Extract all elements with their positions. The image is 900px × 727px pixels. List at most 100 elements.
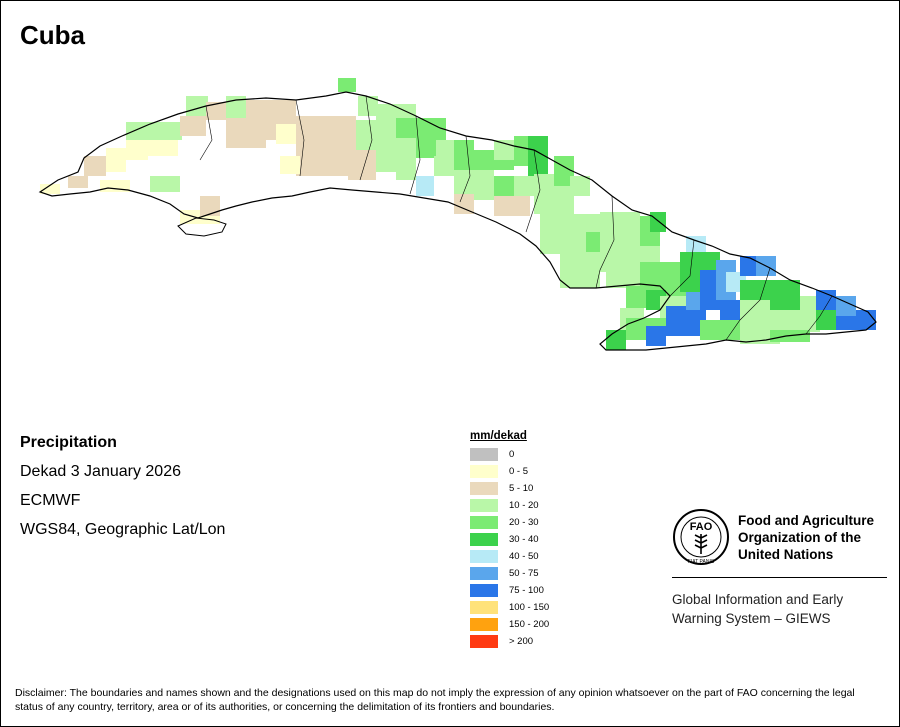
precipitation-cell	[606, 268, 646, 288]
legend-item: 150 - 200	[470, 616, 549, 633]
precipitation-cell	[434, 156, 454, 176]
precipitation-cell	[740, 280, 770, 300]
precipitation-cell	[40, 184, 60, 194]
legend-label: 40 - 50	[509, 551, 539, 562]
precipitation-map	[38, 78, 877, 351]
precipitation-cell	[454, 140, 474, 170]
precipitation-cell	[528, 136, 548, 176]
legend-label: 150 - 200	[509, 619, 550, 630]
legend-label: 0 - 5	[509, 466, 529, 477]
precipitation-cell	[570, 176, 590, 196]
precipitation-cell	[494, 196, 530, 216]
legend-swatch	[470, 601, 498, 614]
period-label: Dekad 3 January 2026	[20, 463, 181, 480]
precipitation-cell	[626, 286, 646, 308]
precipitation-cell	[686, 236, 706, 256]
precipitation-cell	[396, 118, 416, 138]
legend-swatch	[470, 499, 498, 512]
legend-swatch	[470, 448, 498, 461]
legend-swatch	[470, 618, 498, 631]
precipitation-cell	[296, 116, 356, 176]
precipitation-cell	[280, 156, 300, 174]
legend-swatch	[470, 465, 498, 478]
legend-label: 75 - 100	[509, 585, 544, 596]
legend-swatch	[470, 584, 498, 597]
legend-item: 40 - 50	[470, 548, 549, 565]
precipitation-cell	[646, 326, 666, 346]
legend-item: 30 - 40	[470, 531, 549, 548]
precipitation-cell	[276, 124, 296, 144]
legend-swatch	[470, 635, 498, 648]
legend-item: 0 - 5	[470, 463, 549, 480]
precipitation-cell	[566, 230, 586, 250]
disclaimer: Disclaimer: The boundaries and names sho…	[15, 687, 855, 713]
legend-label: 0	[509, 449, 515, 460]
legend-swatch	[470, 516, 498, 529]
precipitation-cell	[150, 176, 180, 192]
precipitation-cell	[740, 300, 770, 330]
legend-label: 100 - 150	[509, 602, 550, 613]
precipitation-cell	[180, 116, 206, 136]
legend-swatch	[470, 550, 498, 563]
legend-item: > 200	[470, 633, 549, 650]
precipitation-cell	[206, 102, 226, 120]
precipitation-cell	[770, 280, 800, 310]
precipitation-grid	[40, 78, 876, 350]
cuba-coastline	[38, 91, 877, 351]
precipitation-cell	[396, 150, 416, 180]
precipitation-cell	[338, 78, 356, 92]
legend-label: 10 - 20	[509, 500, 539, 511]
variable-label: Precipitation	[20, 434, 117, 451]
precipitation-cell	[454, 194, 474, 214]
precipitation-cell	[416, 176, 434, 196]
legend-label: 30 - 40	[509, 534, 539, 545]
precipitation-cell	[126, 122, 182, 140]
legend-label: > 200	[509, 636, 534, 647]
legend-swatch	[470, 533, 498, 546]
precipitation-cell	[126, 140, 148, 160]
organization-name: Food and Agriculture Organization of the…	[738, 513, 874, 562]
precipitation-cell	[560, 254, 600, 288]
source-label: ECMWF	[20, 492, 81, 509]
giews-label: Global Information and Early Warning Sys…	[672, 592, 844, 626]
projection-label: WGS84, Geographic Lat/Lon	[20, 521, 226, 538]
precipitation-cell	[226, 118, 266, 148]
fao-logo-icon: FAO FIAT PANIS	[673, 509, 729, 565]
legend-swatch	[470, 567, 498, 580]
legend-item: 5 - 10	[470, 480, 549, 497]
divider	[672, 577, 887, 578]
fao-logo-text: FAO	[690, 521, 713, 533]
legend-item: 0	[470, 446, 549, 463]
map-title: Cuba	[20, 20, 85, 50]
precipitation-cell	[650, 212, 666, 232]
precipitation-cell	[84, 156, 106, 176]
legend-item: 20 - 30	[470, 514, 549, 531]
legend-swatch	[470, 482, 498, 495]
legend-item: 100 - 150	[470, 599, 549, 616]
precipitation-cell	[700, 320, 740, 340]
legend: mm/dekad 0 0 - 5 5 - 10 10 - 20 20 - 30 30 - …	[470, 430, 549, 650]
precipitation-cell	[200, 196, 220, 216]
legend-rows: 0 0 - 5 5 - 10 10 - 20 20 - 30 30 - 40 40 - 50…	[470, 446, 549, 650]
map-info: Precipitation Dekad 3 January 2026 ECMWF…	[20, 432, 225, 548]
precipitation-cell	[800, 296, 820, 332]
precipitation-cell	[186, 96, 208, 116]
precipitation-cell	[816, 310, 836, 330]
precipitation-cell	[494, 176, 514, 196]
isla-de-la-juventud	[177, 217, 227, 237]
precipitation-cell	[666, 306, 706, 336]
legend-label: 50 - 75	[509, 568, 539, 579]
legend-item: 10 - 20	[470, 497, 549, 514]
precipitation-cell	[836, 296, 856, 316]
legend-item: 75 - 100	[470, 582, 549, 599]
legend-label: 5 - 10	[509, 483, 534, 494]
precipitation-cell	[358, 96, 378, 116]
precipitation-cell	[348, 150, 376, 180]
precipitation-cell	[700, 270, 720, 310]
province-boundaries	[199, 95, 833, 341]
fao-logo-motto: FIAT PANIS	[688, 559, 715, 565]
precipitation-cell	[606, 330, 626, 350]
legend-title: mm/dekad	[470, 430, 527, 442]
legend-item: 50 - 75	[470, 565, 549, 582]
precipitation-cell	[376, 150, 398, 172]
